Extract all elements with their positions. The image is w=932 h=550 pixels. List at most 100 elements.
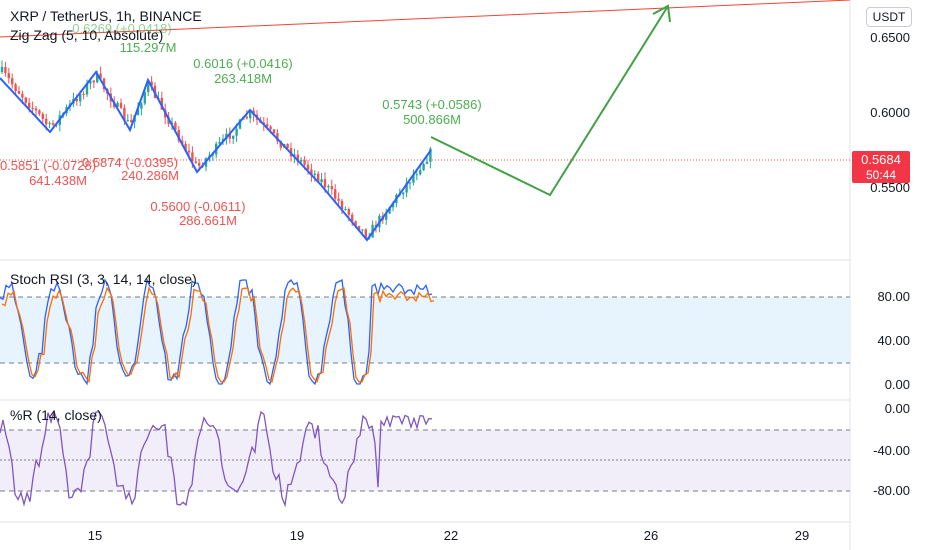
zigzag-label: 286.661M bbox=[179, 213, 237, 228]
zigzag-label: 240.286M bbox=[121, 168, 179, 183]
candle-body bbox=[269, 126, 272, 130]
candle-body bbox=[184, 143, 187, 151]
candle-body bbox=[300, 160, 303, 162]
candle-body bbox=[272, 129, 276, 134]
candle-body bbox=[4, 67, 7, 74]
candle-body bbox=[130, 120, 133, 122]
candle-body bbox=[266, 124, 269, 127]
candle-body bbox=[0, 67, 4, 72]
candle-body bbox=[245, 116, 248, 119]
candle-body bbox=[82, 94, 85, 96]
zigzag-label: 0.5600 (-0.0611) bbox=[150, 199, 245, 214]
candle-body bbox=[194, 161, 197, 163]
candle-body bbox=[187, 150, 191, 153]
candle-body bbox=[177, 129, 180, 141]
zigzag-label: 0.5743 (+0.0586) bbox=[382, 97, 481, 112]
candle-body bbox=[306, 164, 310, 170]
candle-body bbox=[354, 221, 357, 226]
candle-body bbox=[361, 229, 364, 231]
candle-body bbox=[31, 107, 34, 109]
candle-body bbox=[357, 225, 361, 231]
time-tick: 29 bbox=[795, 528, 809, 543]
candle-body bbox=[28, 102, 31, 108]
stoch-tick: 80.00 bbox=[877, 289, 910, 304]
candle-body bbox=[347, 209, 350, 215]
candle-body bbox=[143, 92, 146, 104]
candle-body bbox=[364, 229, 367, 239]
candle-body bbox=[286, 143, 289, 149]
candle-body bbox=[238, 119, 242, 129]
candle-body bbox=[96, 73, 99, 83]
candle-body bbox=[388, 207, 391, 214]
candle-body bbox=[92, 80, 95, 83]
zigzag-label: 641.438M bbox=[29, 173, 87, 188]
zigzag-label: 0.6269 (+0.0418) bbox=[72, 21, 171, 36]
stoch-d-line bbox=[1, 286, 435, 384]
zigzag-label: 0.5851 (-0.0728) bbox=[0, 158, 96, 173]
currency-button[interactable]: USDT bbox=[866, 7, 912, 27]
candle-body bbox=[429, 148, 432, 162]
projection-path[interactable] bbox=[430, 5, 669, 197]
williams-r-line bbox=[0, 410, 433, 508]
candle-body bbox=[89, 80, 92, 84]
zigzag-line bbox=[0, 70, 432, 242]
candle-body bbox=[140, 103, 143, 109]
candle-body bbox=[198, 162, 201, 166]
candle-body bbox=[147, 81, 150, 93]
stoch-tick: 40.00 bbox=[877, 333, 910, 348]
symbol-title[interactable]: XRP / TetherUS, 1h, BINANCE bbox=[10, 8, 202, 24]
candle-body bbox=[45, 118, 48, 125]
zigzag-legend[interactable]: Zig Zag (5, 10, Absolute) bbox=[10, 27, 163, 43]
candle-body bbox=[191, 152, 194, 162]
candle-body bbox=[48, 123, 51, 125]
candle-body bbox=[296, 154, 299, 162]
candle-body bbox=[385, 213, 388, 220]
time-tick: 26 bbox=[644, 528, 658, 543]
zigzag-label: 500.866M bbox=[403, 112, 461, 127]
candle-body bbox=[279, 140, 282, 148]
candle-body bbox=[412, 175, 415, 183]
candle-body bbox=[232, 135, 235, 139]
candle-body bbox=[14, 84, 17, 92]
candle-body bbox=[310, 169, 313, 175]
candle-body bbox=[340, 200, 344, 210]
candle-body bbox=[75, 98, 78, 102]
price-tick: 0.6000 bbox=[870, 105, 910, 120]
candle-body bbox=[38, 110, 41, 114]
candle-body bbox=[235, 128, 238, 136]
williams-r-legend[interactable]: %R (14, close) bbox=[10, 407, 102, 423]
candle-body bbox=[11, 78, 14, 85]
candle-body bbox=[334, 189, 337, 199]
candle-body bbox=[150, 81, 153, 86]
candle-body bbox=[344, 209, 347, 211]
time-tick: 15 bbox=[88, 528, 102, 543]
candle-body bbox=[17, 91, 21, 94]
zigzag-label: 263.418M bbox=[214, 71, 272, 86]
last-price-label: 0.5684 50:44 bbox=[852, 151, 910, 183]
stoch-rsi-legend[interactable]: Stoch RSI (3, 3, 14, 14, close) bbox=[10, 271, 197, 287]
last-price-value: 0.5684 bbox=[861, 152, 901, 167]
wr-tick: -80.00 bbox=[873, 483, 910, 498]
candle-body bbox=[228, 133, 231, 139]
candle-body bbox=[422, 163, 425, 171]
trendline[interactable] bbox=[0, 0, 851, 38]
candle-body bbox=[276, 133, 279, 141]
candle-body bbox=[323, 179, 327, 188]
stoch-k-line bbox=[0, 277, 433, 386]
candle-body bbox=[116, 102, 119, 107]
candle-body bbox=[313, 173, 316, 175]
candle-body bbox=[21, 93, 24, 98]
candle-body bbox=[123, 107, 126, 121]
candle-body bbox=[419, 170, 422, 175]
wr-tick: -40.00 bbox=[873, 443, 910, 458]
candle-body bbox=[136, 108, 140, 116]
candle-body bbox=[249, 110, 252, 119]
time-tick: 22 bbox=[444, 528, 458, 543]
candle-body bbox=[303, 160, 306, 165]
zigzag-label: 115.297M bbox=[120, 40, 177, 55]
candle-body bbox=[218, 142, 221, 144]
stoch-tick: 0.00 bbox=[885, 377, 910, 392]
candle-body bbox=[425, 161, 429, 164]
candle-body bbox=[119, 102, 123, 108]
